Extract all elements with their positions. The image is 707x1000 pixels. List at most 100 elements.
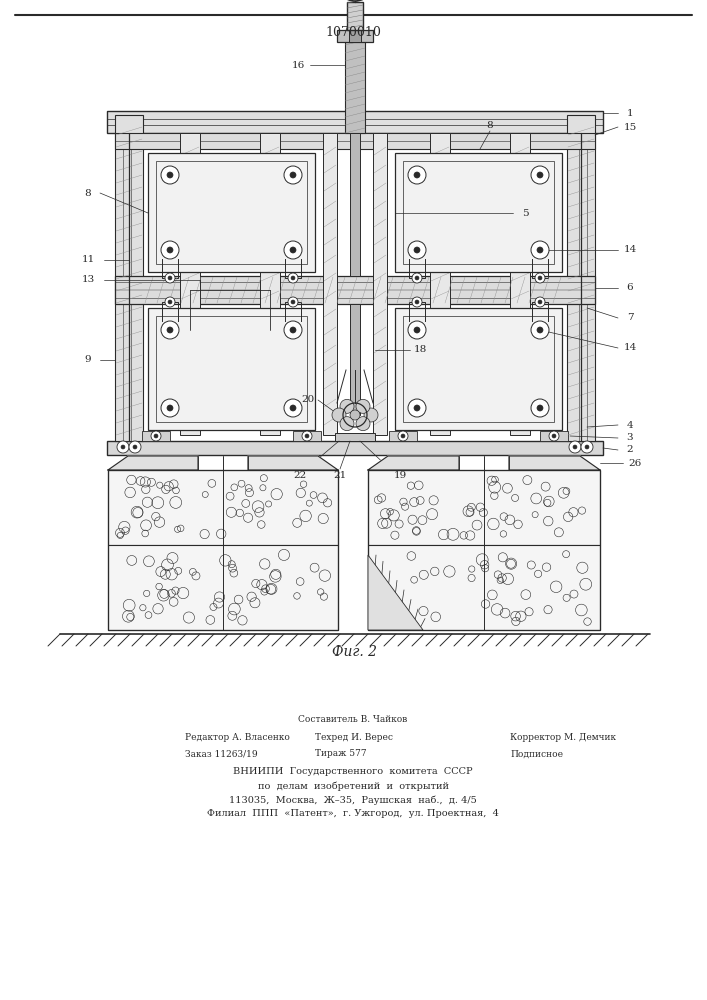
Circle shape bbox=[290, 327, 296, 333]
Bar bbox=[368, 545, 600, 630]
Circle shape bbox=[154, 434, 158, 438]
Circle shape bbox=[168, 300, 172, 304]
Polygon shape bbox=[368, 555, 423, 630]
Circle shape bbox=[167, 247, 173, 253]
Circle shape bbox=[538, 300, 542, 304]
Circle shape bbox=[117, 441, 129, 453]
Circle shape bbox=[535, 297, 545, 307]
Circle shape bbox=[531, 166, 549, 184]
Text: 21: 21 bbox=[334, 471, 346, 480]
Circle shape bbox=[408, 241, 426, 259]
Bar bbox=[108, 470, 338, 545]
Text: 16: 16 bbox=[291, 60, 305, 70]
Text: Редактор А. Власенко: Редактор А. Власенко bbox=[185, 734, 290, 742]
Circle shape bbox=[340, 399, 354, 413]
Text: Составитель В. Чайков: Составитель В. Чайков bbox=[298, 716, 408, 724]
Text: 8: 8 bbox=[85, 188, 91, 198]
Circle shape bbox=[415, 300, 419, 304]
Text: 113035,  Москва,  Ж–35,  Раушская  наб.,  д. 4/5: 113035, Москва, Ж–35, Раушская наб., д. … bbox=[229, 795, 477, 805]
Circle shape bbox=[537, 405, 543, 411]
Bar bbox=[403, 161, 554, 264]
Bar bbox=[148, 153, 315, 272]
Circle shape bbox=[167, 405, 173, 411]
Bar bbox=[115, 276, 595, 304]
Circle shape bbox=[552, 434, 556, 438]
Text: 8: 8 bbox=[486, 120, 493, 129]
Polygon shape bbox=[108, 456, 198, 470]
Bar bbox=[368, 470, 600, 630]
Text: 2: 2 bbox=[626, 446, 633, 454]
Text: Фиг. 2: Фиг. 2 bbox=[332, 645, 378, 659]
Text: 6: 6 bbox=[626, 284, 633, 292]
Bar bbox=[395, 153, 562, 272]
Polygon shape bbox=[509, 456, 600, 470]
Text: Тираж 577: Тираж 577 bbox=[315, 750, 367, 758]
Circle shape bbox=[165, 297, 175, 307]
Circle shape bbox=[161, 241, 179, 259]
Bar bbox=[540, 431, 568, 441]
Circle shape bbox=[302, 431, 312, 441]
Circle shape bbox=[537, 247, 543, 253]
Bar bbox=[156, 161, 307, 264]
Circle shape bbox=[531, 399, 549, 417]
Bar bbox=[350, 304, 360, 415]
Circle shape bbox=[340, 417, 354, 431]
Bar bbox=[335, 433, 375, 441]
Circle shape bbox=[332, 408, 346, 422]
Circle shape bbox=[290, 172, 296, 178]
Bar bbox=[510, 133, 530, 435]
Bar bbox=[142, 431, 170, 441]
Text: 15: 15 bbox=[624, 122, 636, 131]
Circle shape bbox=[408, 399, 426, 417]
Text: Филиал  ППП  «Патент»,  г. Ужгород,  ул. Проектная,  4: Филиал ППП «Патент», г. Ужгород, ул. Про… bbox=[207, 810, 499, 818]
Bar bbox=[368, 470, 600, 545]
Circle shape bbox=[581, 441, 593, 453]
Circle shape bbox=[585, 445, 589, 449]
Bar bbox=[108, 470, 338, 630]
Circle shape bbox=[284, 166, 302, 184]
Bar bbox=[180, 133, 200, 435]
Bar bbox=[260, 133, 280, 435]
Circle shape bbox=[356, 417, 370, 431]
Circle shape bbox=[290, 405, 296, 411]
Circle shape bbox=[284, 399, 302, 417]
Bar bbox=[430, 133, 450, 435]
Text: 22: 22 bbox=[293, 471, 307, 480]
Circle shape bbox=[290, 247, 296, 253]
Circle shape bbox=[531, 241, 549, 259]
Bar bbox=[148, 308, 315, 430]
Circle shape bbox=[161, 399, 179, 417]
Text: 18: 18 bbox=[414, 346, 426, 355]
Text: 7: 7 bbox=[626, 314, 633, 322]
Text: 20: 20 bbox=[301, 395, 315, 404]
Text: 9: 9 bbox=[85, 356, 91, 364]
Bar bbox=[567, 115, 595, 441]
Circle shape bbox=[167, 327, 173, 333]
Bar bbox=[115, 115, 143, 441]
Circle shape bbox=[284, 241, 302, 259]
Circle shape bbox=[121, 445, 125, 449]
Circle shape bbox=[350, 410, 360, 420]
Text: 13: 13 bbox=[81, 275, 95, 284]
Text: 14: 14 bbox=[624, 245, 636, 254]
Circle shape bbox=[291, 300, 295, 304]
Bar bbox=[395, 308, 562, 430]
Bar bbox=[107, 111, 603, 133]
Polygon shape bbox=[368, 456, 459, 470]
Circle shape bbox=[291, 276, 295, 280]
Circle shape bbox=[538, 276, 542, 280]
Bar bbox=[350, 133, 360, 276]
Text: Заказ 11263/19: Заказ 11263/19 bbox=[185, 750, 257, 758]
Polygon shape bbox=[248, 456, 338, 470]
Text: 14: 14 bbox=[624, 344, 636, 353]
Circle shape bbox=[414, 405, 420, 411]
Bar bbox=[347, 2, 363, 30]
Circle shape bbox=[288, 273, 298, 283]
Circle shape bbox=[414, 327, 420, 333]
Circle shape bbox=[151, 431, 161, 441]
Bar bbox=[403, 316, 554, 422]
Text: 1: 1 bbox=[626, 108, 633, 117]
Circle shape bbox=[165, 273, 175, 283]
Bar bbox=[115, 133, 595, 149]
Circle shape bbox=[284, 321, 302, 339]
